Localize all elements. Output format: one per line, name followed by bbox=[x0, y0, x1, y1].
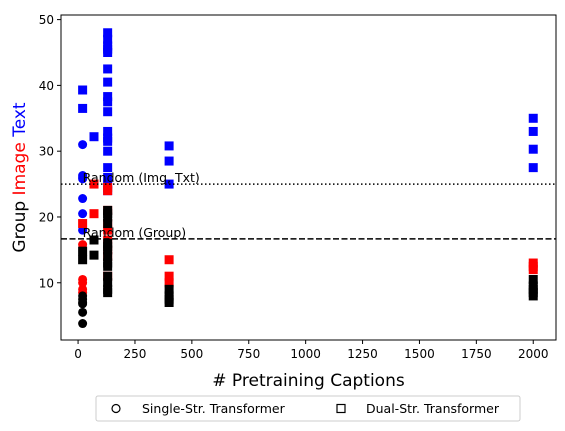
x-tick-label: 750 bbox=[237, 347, 260, 361]
text-dual-stream-point bbox=[164, 141, 174, 151]
group-dual-stream-point bbox=[528, 291, 538, 301]
y-axis-ticks: 10 20 30 40 50 bbox=[39, 13, 61, 290]
y-axis-title-part: Group bbox=[10, 195, 30, 252]
x-axis-ticks: 0 250 500 750 1000 1250 1500 1750 2000 bbox=[74, 340, 549, 361]
text-single-stream-point bbox=[78, 140, 88, 150]
group-dual-stream-point bbox=[89, 235, 99, 245]
text-dual-stream-point bbox=[103, 92, 113, 102]
text-single-stream-point bbox=[78, 209, 88, 219]
legend-label-dual-stream: Dual-Str. Transformer bbox=[366, 401, 500, 416]
group-single-stream-point bbox=[78, 299, 88, 309]
legend-square-marker bbox=[336, 403, 346, 414]
group-dual-stream-point bbox=[103, 288, 113, 298]
image-dual-stream-point bbox=[89, 209, 99, 219]
reference-line-label: Random (Img, Txt) bbox=[83, 170, 200, 185]
y-tick-label: 20 bbox=[39, 210, 54, 224]
text-dual-stream-point bbox=[103, 107, 113, 117]
x-tick-label: 0 bbox=[74, 347, 82, 361]
group-dual-stream-point bbox=[103, 271, 113, 281]
group-dual-stream-point bbox=[103, 261, 113, 271]
y-tick-label: 10 bbox=[39, 276, 54, 290]
reference-lines: Random (Img, Txt) Random (Group) bbox=[61, 170, 556, 240]
text-dual-stream-point bbox=[164, 156, 174, 166]
text-dual-stream-point bbox=[103, 146, 113, 156]
y-axis-title: Group Image Text bbox=[10, 102, 30, 253]
text-dual-stream-point bbox=[528, 126, 538, 136]
image-dual-stream-point bbox=[164, 278, 174, 288]
text-dual-stream-point bbox=[103, 163, 113, 173]
text-dual-stream-point bbox=[103, 126, 113, 136]
image-single-stream-point bbox=[78, 278, 88, 288]
legend-circle-marker bbox=[111, 403, 121, 414]
x-tick-label: 1000 bbox=[290, 347, 321, 361]
group-dual-stream-point bbox=[78, 246, 88, 256]
group-dual-stream-point bbox=[89, 250, 99, 260]
text-dual-stream-point bbox=[103, 77, 113, 87]
legend-label-single-stream: Single-Str. Transformer bbox=[142, 401, 286, 416]
group-dual-stream-point bbox=[164, 284, 174, 294]
text-dual-stream-point bbox=[78, 103, 88, 113]
y-tick-label: 40 bbox=[39, 79, 54, 93]
text-single-stream-point bbox=[78, 194, 88, 204]
text-single-stream-point bbox=[78, 174, 88, 184]
text-dual-stream-point bbox=[103, 34, 113, 44]
text-dual-stream-point bbox=[528, 113, 538, 123]
image-dual-stream-point bbox=[164, 255, 174, 265]
image-dual-stream-point bbox=[164, 271, 174, 281]
y-axis-title-part: Text bbox=[10, 102, 30, 142]
group-single-stream-point bbox=[78, 319, 88, 329]
x-tick-label: 2000 bbox=[518, 347, 549, 361]
group-dual-stream-point bbox=[103, 278, 113, 288]
x-tick-label: 250 bbox=[124, 347, 147, 361]
x-tick-label: 1250 bbox=[347, 347, 378, 361]
y-axis-title-part: Image bbox=[10, 142, 30, 195]
text-dual-stream-point bbox=[103, 64, 113, 74]
text-dual-stream-point bbox=[89, 132, 99, 142]
group-dual-stream-point bbox=[164, 298, 174, 307]
x-axis-title: # Pretraining Captions bbox=[212, 371, 405, 391]
plot-frame bbox=[60, 14, 557, 341]
group-single-stream-point bbox=[78, 307, 88, 317]
text-dual-stream-point bbox=[103, 173, 113, 182]
text-dual-stream-point bbox=[103, 48, 113, 57]
image-dual-stream-point bbox=[528, 265, 538, 275]
x-tick-label: 500 bbox=[180, 347, 203, 361]
y-tick-label: 30 bbox=[39, 145, 54, 159]
text-dual-stream-point bbox=[528, 163, 538, 173]
text-dual-stream-point bbox=[528, 144, 538, 154]
y-tick-label: 50 bbox=[39, 13, 54, 27]
legend-box bbox=[95, 395, 521, 422]
text-dual-stream-point bbox=[103, 28, 113, 38]
legend: Single-Str. Transformer Dual-Str. Transf… bbox=[95, 395, 521, 422]
text-dual-stream-point bbox=[103, 97, 113, 107]
group-dual-stream-point bbox=[528, 274, 538, 284]
text-dual-stream-point bbox=[103, 136, 113, 146]
group-dual-stream-point bbox=[103, 245, 113, 255]
text-dual-stream-point bbox=[78, 85, 88, 95]
group-dual-stream-point bbox=[103, 219, 113, 229]
x-tick-label: 1500 bbox=[404, 347, 435, 361]
x-tick-label: 1750 bbox=[461, 347, 492, 361]
group-dual-stream-point bbox=[78, 255, 88, 265]
image-dual-stream-point bbox=[78, 219, 88, 229]
image-dual-stream-point bbox=[103, 225, 113, 235]
group-dual-stream-point bbox=[103, 251, 113, 261]
image-dual-stream-point bbox=[103, 186, 113, 196]
group-dual-stream-point bbox=[103, 212, 113, 222]
reference-line-label: Random (Group) bbox=[83, 225, 187, 240]
